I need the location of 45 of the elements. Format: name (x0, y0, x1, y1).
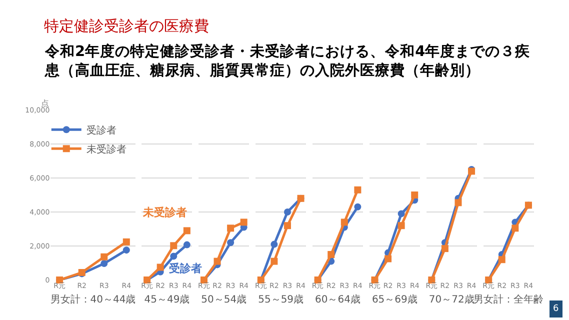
annotation: 受診者 (168, 262, 202, 275)
point (240, 218, 248, 226)
point (270, 240, 278, 248)
x-axis-title: 60～64歳 (315, 294, 360, 306)
point (512, 224, 519, 232)
point (227, 239, 234, 246)
point (384, 255, 392, 262)
y-axis-title: 点 (41, 99, 49, 108)
point (100, 260, 108, 268)
point (122, 246, 130, 254)
point (411, 192, 418, 198)
x-axis-title: 70～72歳 (428, 294, 474, 306)
point (441, 245, 448, 252)
x-axis-title: 45～49歳 (144, 294, 190, 306)
point (284, 222, 291, 230)
point (227, 224, 234, 232)
point (170, 242, 178, 250)
point (170, 252, 178, 260)
point (270, 258, 278, 265)
point (354, 203, 362, 210)
point (214, 258, 221, 265)
x-axis-title: 男女計：全年齢 (474, 294, 544, 306)
annotation: 未受診者 (142, 206, 187, 219)
x-axis-title: 50～54歳 (201, 294, 247, 306)
chart-title: 特定健診受診者の医療費 (44, 17, 209, 35)
point (498, 256, 506, 264)
x-axis-title: 男女計：40～44歳 (50, 294, 136, 306)
text: 令和2年度の特定健診受診者・未受診者における、令和4年度までの３疾患（高血圧症、糖尿病、脂質異常症）の入院外医療費（年齢別） (44, 42, 532, 79)
point (398, 210, 405, 218)
point (454, 199, 462, 206)
legend-label: 受診者 (86, 124, 116, 136)
legend-label: 未受診者 (86, 144, 126, 156)
x-axis-title: 55～59歳 (258, 294, 304, 306)
point (100, 253, 108, 260)
x-axis-title: 65～69歳 (372, 294, 418, 306)
point (122, 238, 130, 246)
point (340, 218, 348, 226)
point (183, 241, 190, 248)
point (398, 222, 405, 230)
point (156, 264, 164, 271)
point (328, 251, 335, 258)
text: 6 (553, 304, 559, 314)
point (183, 227, 190, 234)
point (354, 186, 362, 194)
point (284, 208, 291, 216)
